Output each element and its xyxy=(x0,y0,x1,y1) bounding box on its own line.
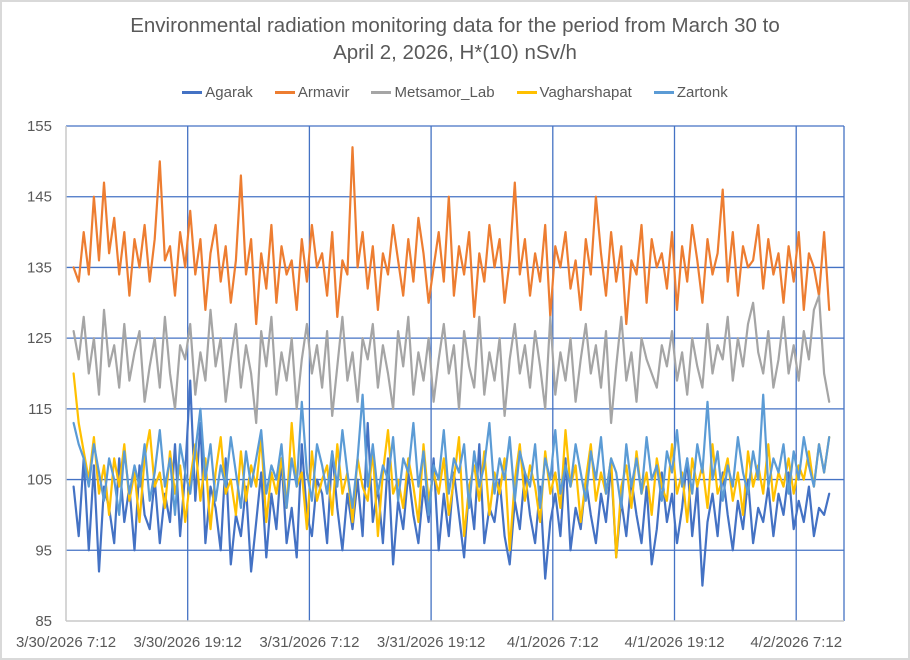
legend-swatch-metsamor-lab xyxy=(371,91,392,94)
y-tick-label: 85 xyxy=(35,613,52,630)
x-tick-label: 4/1/2026 19:12 xyxy=(624,634,724,651)
y-tick-label: 115 xyxy=(28,401,52,418)
legend-item-metsamor-lab[interactable]: Metsamor_Lab xyxy=(371,84,495,101)
legend-label-agarak: Agarak xyxy=(205,84,253,101)
y-tick-label: 125 xyxy=(27,330,52,347)
series-line-armavir xyxy=(72,146,831,326)
legend-item-vagharshapat[interactable]: Vagharshapat xyxy=(516,84,632,101)
chart-title-line-1: Environmental radiation monitoring data … xyxy=(130,14,780,37)
y-tick-label: 135 xyxy=(27,259,52,276)
x-tick-label: 4/1/2026 7:12 xyxy=(507,634,599,651)
legend-label-vagharshapat: Vagharshapat xyxy=(539,84,632,101)
legend-swatch-agarak xyxy=(182,91,203,94)
legend-swatch-vagharshapat xyxy=(516,91,537,94)
y-tick-label: 95 xyxy=(35,542,52,559)
legend-item-agarak[interactable]: Agarak xyxy=(182,84,253,101)
x-tick-label: 3/30/2026 7:12 xyxy=(16,634,116,651)
y-tick-label: 105 xyxy=(27,472,52,489)
chart-title: Environmental radiation monitoring data … xyxy=(0,12,910,66)
series-line-zartonk xyxy=(72,393,831,517)
y-tick-label: 145 xyxy=(27,189,52,206)
x-tick-label: 3/31/2026 7:12 xyxy=(259,634,359,651)
x-axis-ticks: 3/30/2026 7:12 3/30/2026 19:12 3/31/2026 7… xyxy=(16,634,842,651)
x-tick-label: 3/31/2026 19:12 xyxy=(377,634,485,651)
legend-label-armavir: Armavir xyxy=(297,84,350,101)
x-tick-label: 4/2/2026 7:12 xyxy=(750,634,842,651)
gridlines xyxy=(66,125,845,621)
legend-swatch-armavir xyxy=(274,91,295,94)
legend-label-metsamor-lab: Metsamor_Lab xyxy=(394,84,495,101)
y-axis-ticks: 155 145 135 125 115 105 95 85 xyxy=(27,118,52,630)
y-tick-label: 155 xyxy=(27,118,52,135)
legend-label-zartonk: Zartonk xyxy=(676,84,728,101)
legend-item-zartonk[interactable]: Zartonk xyxy=(653,84,728,101)
series-line-metsamor-lab xyxy=(72,294,831,425)
x-tick-label: 3/30/2026 19:12 xyxy=(133,634,241,651)
legend-swatch-zartonk xyxy=(653,91,674,94)
chart-legend: Agarak Armavir Metsamor_Lab Vagharshapat… xyxy=(0,84,910,101)
chart-title-line-2: April 2, 2026, H*(10) nSv/h xyxy=(333,41,577,64)
legend-item-armavir[interactable]: Armavir xyxy=(274,84,350,101)
axes xyxy=(65,126,844,622)
series-lines xyxy=(72,146,831,587)
